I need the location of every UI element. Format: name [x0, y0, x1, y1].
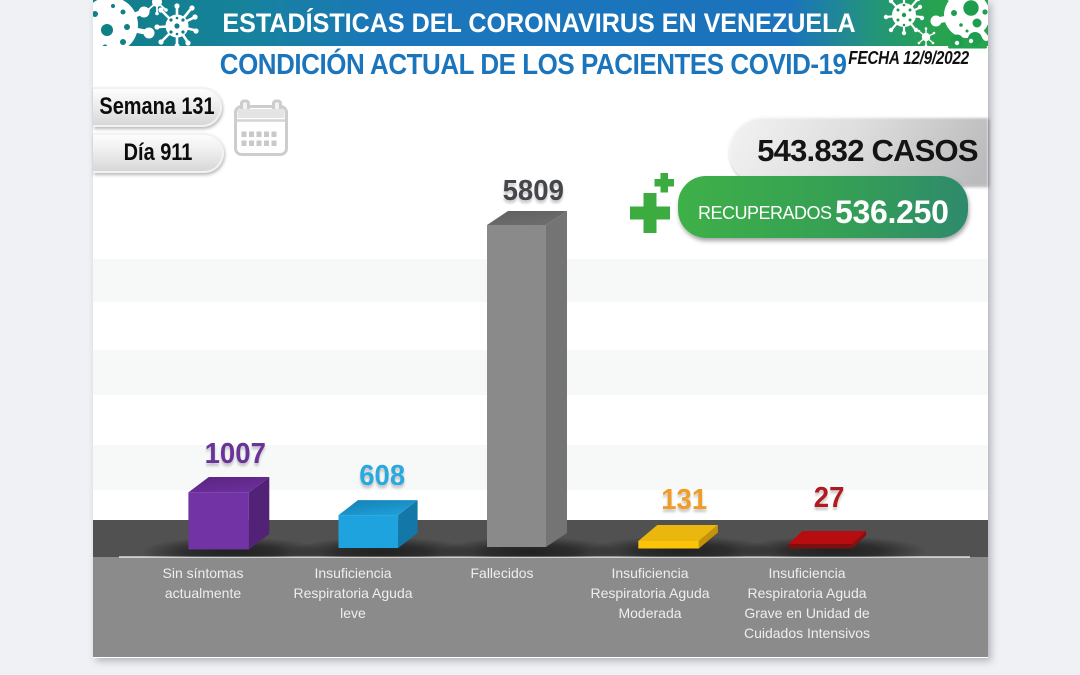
svg-text:ESTADÍSTICAS DEL CORONAVIRUS E: ESTADÍSTICAS DEL CORONAVIRUS EN VENEZUEL… [222, 7, 855, 38]
